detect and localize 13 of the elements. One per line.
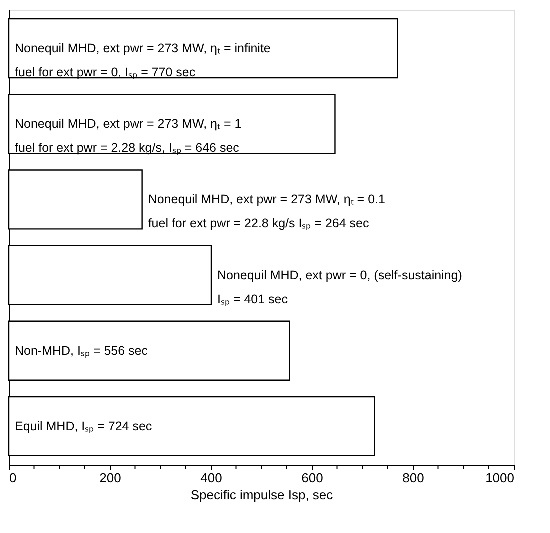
data-label: Equil MHD, Iₛₚ = 724 sec [15,419,152,434]
data-label: Nonequil MHD, ext pwr = 273 MW, ηₜ = infinite fuel for ext pwr = 0, Iₛₚ = 770 sec [15,42,271,80]
x-tick-label: 800 [402,470,424,486]
x-tick-label: 1000 [486,470,514,486]
x-tick-label: 200 [100,470,122,486]
x-tick-label: 400 [200,470,222,486]
data-label: Nonequil MHD, ext pwr = 273 MW, ηₜ = 0.1 fuel for ext pwr = 22.8 kg/s Iₛₚ = 264 sec [148,192,386,231]
x-axis-title: Specific impulse Isp, sec [190,488,334,502]
data-label: Nonequil MHD, ext pwr = 273 MW, ηₜ = 1 fuel for ext pwr = 2.28 kg/s, Iₛₚ = 646 sec [15,117,242,156]
data-label: Nonequil MHD, ext pwr = 0, (self-sustaining) Iₛₚ = 401 sec [218,268,462,306]
data-label: Non-MHD, Iₛₚ = 556 sec [15,344,148,358]
x-tick-label: 0 [10,470,17,486]
x-tick-label: 600 [302,470,324,486]
